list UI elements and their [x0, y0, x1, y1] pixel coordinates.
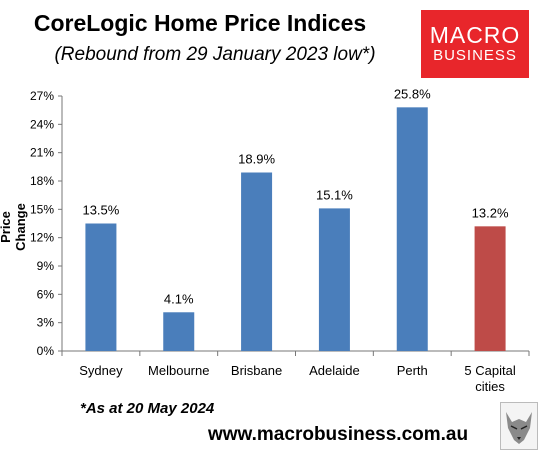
y-tick-label: 21% [30, 146, 54, 160]
data-label: 18.9% [238, 152, 275, 167]
bar [474, 226, 506, 351]
data-label: 13.2% [472, 205, 509, 220]
data-label: 13.5% [82, 203, 119, 218]
data-label: 15.1% [316, 187, 353, 202]
category-label: cities [475, 379, 505, 394]
logo-line-2: BUSINESS [433, 47, 517, 64]
y-tick-label: 0% [37, 344, 55, 358]
footnote: *As at 20 May 2024 [80, 400, 215, 417]
bar [85, 223, 117, 351]
y-tick-label: 27% [30, 89, 54, 103]
data-label: 4.1% [164, 291, 194, 306]
website-url: www.macrobusiness.com.au [208, 424, 469, 445]
bar [396, 107, 428, 351]
data-label: 25.8% [394, 86, 431, 101]
y-tick-label: 12% [30, 231, 54, 245]
wolf-icon [500, 402, 538, 450]
y-tick-label: 6% [37, 287, 55, 301]
y-tick-label: 3% [37, 316, 55, 330]
bar-chart: 0% 3% 6% 9% 12% 15% 18% 21% 24% 27% 13.5% Sydney 4.1… [30, 86, 530, 394]
chart-title: CoreLogic Home Price Indices [33, 10, 367, 36]
category-label: Adelaide [309, 363, 360, 378]
category-label: Melbourne [148, 363, 209, 378]
bar [241, 172, 273, 351]
category-label: Perth [397, 363, 428, 378]
bar [318, 208, 350, 351]
logo-line-1: MACRO [429, 22, 521, 48]
macro-business-logo: MACRO BUSINESS [421, 10, 529, 78]
y-tick-label: 18% [30, 174, 54, 188]
category-label: Sydney [79, 363, 123, 378]
y-tick-label: 15% [30, 202, 54, 216]
chart-subtitle: (Rebound from 29 January 2023 low*) [54, 44, 376, 65]
category-label: 5 Capital [464, 363, 515, 378]
y-tick-label: 24% [30, 117, 54, 131]
bar [163, 312, 195, 351]
y-tick-label: 9% [37, 259, 55, 273]
category-label: Brisbane [231, 363, 282, 378]
